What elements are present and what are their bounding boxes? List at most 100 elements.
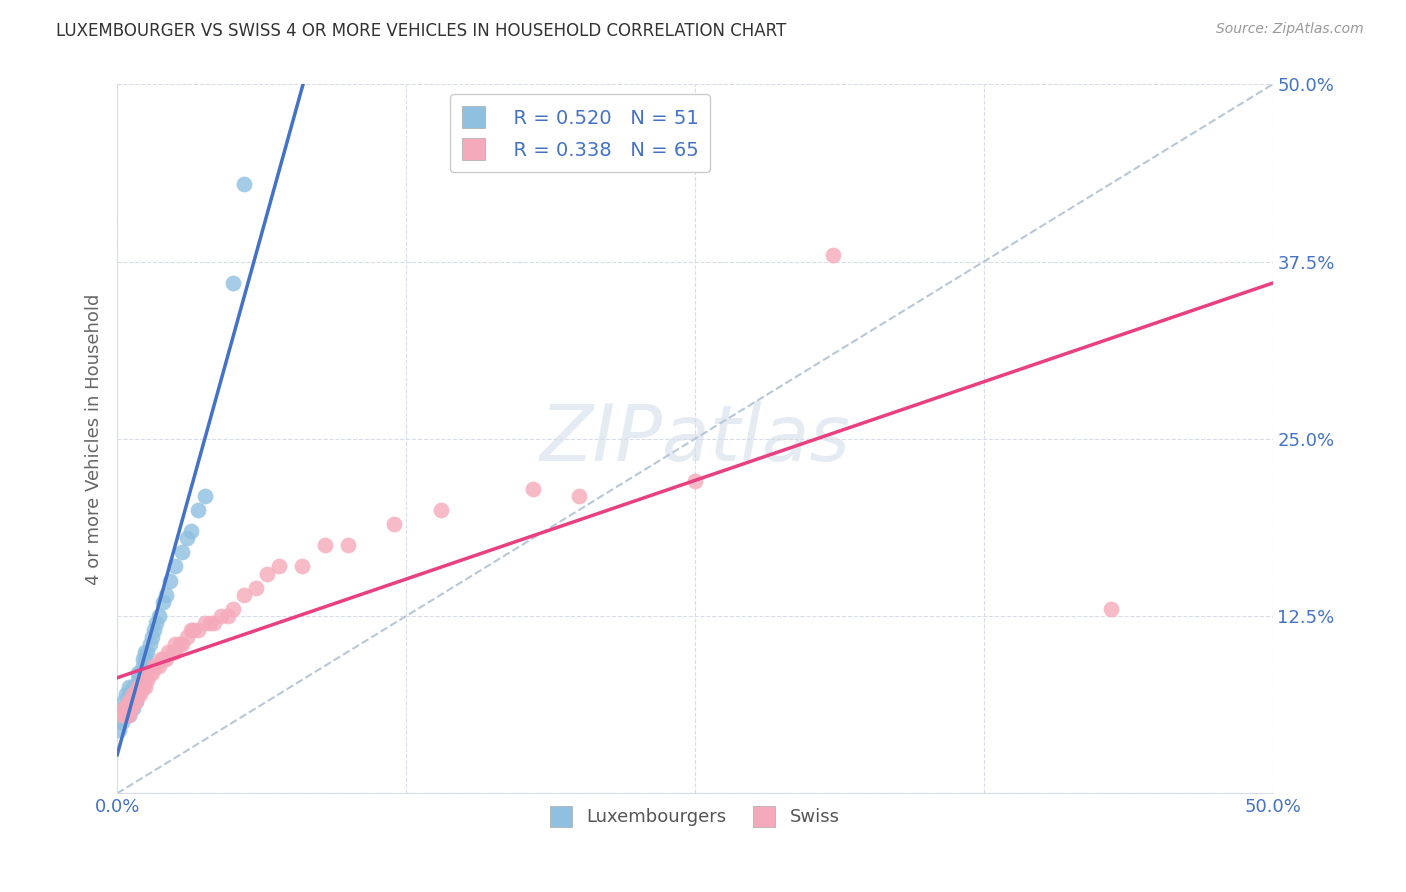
Point bbox=[129, 680, 152, 694]
Point bbox=[108, 723, 131, 737]
Point bbox=[209, 609, 232, 624]
Point bbox=[115, 701, 138, 715]
Point bbox=[291, 559, 314, 574]
Point bbox=[115, 701, 138, 715]
Point bbox=[429, 503, 451, 517]
Point bbox=[124, 694, 146, 708]
Point bbox=[118, 687, 141, 701]
Point bbox=[217, 609, 239, 624]
Point bbox=[118, 680, 141, 694]
Point bbox=[118, 694, 141, 708]
Point bbox=[176, 631, 198, 645]
Point bbox=[163, 644, 186, 658]
Y-axis label: 4 or more Vehicles in Household: 4 or more Vehicles in Household bbox=[86, 293, 103, 584]
Point bbox=[148, 658, 170, 673]
Point bbox=[256, 566, 278, 581]
Point bbox=[155, 588, 177, 602]
Point bbox=[136, 673, 159, 687]
Point bbox=[155, 651, 177, 665]
Point bbox=[187, 624, 209, 638]
Point bbox=[124, 680, 146, 694]
Point bbox=[122, 694, 145, 708]
Point bbox=[150, 651, 173, 665]
Point bbox=[124, 687, 146, 701]
Point bbox=[233, 588, 256, 602]
Point bbox=[683, 475, 706, 489]
Point bbox=[180, 624, 202, 638]
Point bbox=[159, 574, 181, 588]
Point bbox=[134, 673, 156, 687]
Point bbox=[131, 651, 153, 665]
Point bbox=[145, 658, 167, 673]
Point bbox=[118, 708, 141, 723]
Point bbox=[112, 708, 135, 723]
Point bbox=[194, 489, 217, 503]
Point bbox=[384, 516, 406, 531]
Point bbox=[120, 687, 142, 701]
Point bbox=[233, 177, 256, 191]
Point bbox=[122, 694, 145, 708]
Point bbox=[122, 694, 145, 708]
Point bbox=[568, 489, 591, 503]
Point bbox=[222, 276, 245, 290]
Text: ZIPatlas: ZIPatlas bbox=[540, 401, 851, 477]
Point bbox=[170, 638, 193, 652]
Point bbox=[194, 616, 217, 631]
Point bbox=[112, 701, 135, 715]
Point bbox=[124, 694, 146, 708]
Point bbox=[115, 687, 138, 701]
Point bbox=[157, 644, 180, 658]
Point bbox=[198, 616, 221, 631]
Point bbox=[111, 715, 134, 730]
Point bbox=[141, 631, 163, 645]
Point bbox=[163, 559, 186, 574]
Point bbox=[141, 665, 163, 680]
Point bbox=[522, 482, 544, 496]
Point bbox=[122, 687, 145, 701]
Point bbox=[131, 673, 153, 687]
Point bbox=[131, 680, 153, 694]
Point bbox=[120, 694, 142, 708]
Point bbox=[112, 701, 135, 715]
Point bbox=[115, 708, 138, 723]
Point bbox=[118, 708, 141, 723]
Text: LUXEMBOURGER VS SWISS 4 OR MORE VEHICLES IN HOUSEHOLD CORRELATION CHART: LUXEMBOURGER VS SWISS 4 OR MORE VEHICLES… bbox=[56, 22, 786, 40]
Point bbox=[127, 673, 149, 687]
Point bbox=[127, 687, 149, 701]
Point bbox=[118, 701, 141, 715]
Point bbox=[183, 624, 205, 638]
Point bbox=[314, 538, 336, 552]
Point bbox=[162, 644, 184, 658]
Point bbox=[118, 694, 141, 708]
Point bbox=[112, 694, 135, 708]
Point bbox=[176, 531, 198, 545]
Point bbox=[122, 687, 145, 701]
Legend: Luxembourgers, Swiss: Luxembourgers, Swiss bbox=[543, 798, 846, 834]
Point bbox=[120, 701, 142, 715]
Point bbox=[129, 687, 152, 701]
Point bbox=[134, 651, 156, 665]
Point bbox=[127, 665, 149, 680]
Point bbox=[143, 658, 166, 673]
Point bbox=[222, 602, 245, 616]
Point bbox=[120, 701, 142, 715]
Point bbox=[267, 559, 290, 574]
Point bbox=[134, 644, 156, 658]
Point bbox=[127, 680, 149, 694]
Point bbox=[122, 701, 145, 715]
Point bbox=[131, 658, 153, 673]
Point bbox=[118, 701, 141, 715]
Point bbox=[245, 581, 267, 595]
Point bbox=[1099, 602, 1122, 616]
Point bbox=[111, 708, 134, 723]
Text: Source: ZipAtlas.com: Source: ZipAtlas.com bbox=[1216, 22, 1364, 37]
Point bbox=[145, 616, 167, 631]
Point bbox=[163, 638, 186, 652]
Point bbox=[115, 701, 138, 715]
Point bbox=[120, 701, 142, 715]
Point bbox=[122, 680, 145, 694]
Point bbox=[120, 694, 142, 708]
Point bbox=[138, 638, 160, 652]
Point bbox=[124, 687, 146, 701]
Point bbox=[169, 638, 191, 652]
